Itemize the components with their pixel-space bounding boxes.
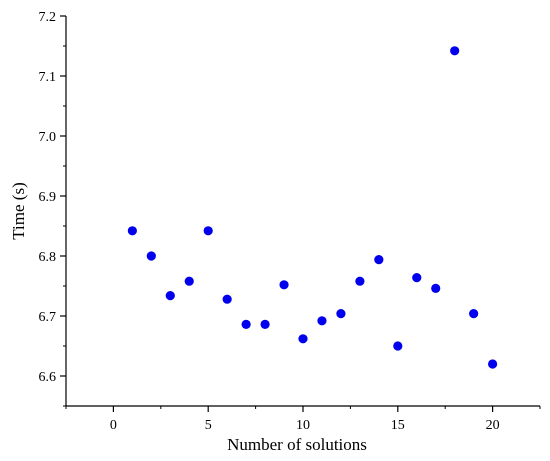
plot-area: 6.6 6.7 6.8 6.9 7.0 7.1 7.2 0 5 10 15 20 [39,10,541,433]
data-point [317,316,327,326]
data-point [393,341,403,351]
x-tick-label: 0 [110,418,117,433]
data-point [184,276,194,286]
data-point [260,319,270,329]
data-point [127,226,137,236]
data-point [298,334,308,344]
data-point [203,226,213,236]
data-point [165,291,175,301]
data-point [412,273,422,283]
x-tick-label: 15 [391,418,405,433]
y-ticks: 6.6 6.7 6.8 6.9 7.0 7.1 7.2 [39,10,66,407]
y-axis-title: Time (s) [9,182,28,239]
data-point [355,276,365,286]
data-points [127,46,498,369]
data-point [279,280,289,290]
y-tick-label: 7.1 [39,70,57,85]
y-tick-label: 7.0 [39,130,57,145]
data-point [146,251,156,261]
data-point [431,283,441,293]
data-point [336,309,346,319]
data-point [374,255,384,265]
y-tick-label: 6.8 [39,250,57,265]
data-point [222,294,232,304]
x-tick-label: 10 [296,418,310,433]
data-point [241,319,251,329]
data-point [450,46,460,56]
x-tick-label: 20 [486,418,500,433]
y-tick-label: 7.2 [39,10,57,25]
data-point [488,359,498,369]
y-tick-label: 6.9 [39,190,57,205]
x-axis-title: Number of solutions [227,435,367,454]
x-ticks: 0 5 10 15 20 [65,406,541,433]
data-point [469,309,479,319]
y-tick-label: 6.6 [39,370,57,385]
y-tick-label: 6.7 [39,310,57,325]
x-tick-label: 5 [205,418,212,433]
